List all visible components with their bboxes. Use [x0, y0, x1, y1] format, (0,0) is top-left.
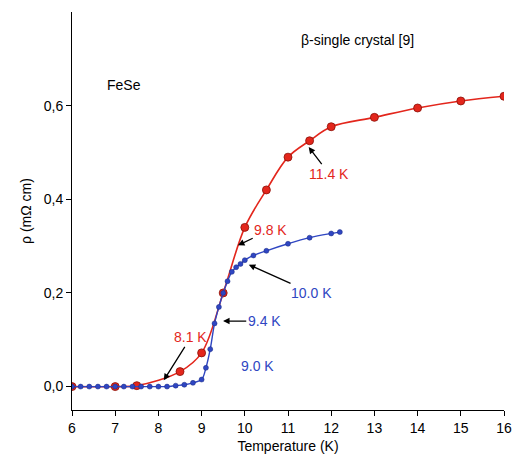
svg-text:6: 6 [68, 420, 76, 436]
svg-text:13: 13 [367, 420, 383, 436]
svg-text:14: 14 [410, 420, 426, 436]
svg-text:10.0 K: 10.0 K [291, 285, 332, 301]
svg-text:16: 16 [496, 420, 512, 436]
svg-text:0,6: 0,6 [44, 98, 64, 114]
svg-text:0,2: 0,2 [44, 285, 64, 301]
svg-text:β-single crystal [9]: β-single crystal [9] [301, 32, 414, 48]
svg-text:12: 12 [323, 420, 339, 436]
svg-text:0,0: 0,0 [44, 378, 64, 394]
svg-text:Temperature (K): Temperature (K) [237, 438, 338, 454]
svg-text:7: 7 [111, 420, 119, 436]
svg-text:15: 15 [453, 420, 469, 436]
svg-text:FeSe: FeSe [107, 77, 141, 93]
svg-text:9.0 K: 9.0 K [241, 358, 274, 374]
svg-text:9.8 K: 9.8 K [254, 222, 287, 238]
svg-text:ρ (mΩ cm): ρ (mΩ cm) [18, 178, 34, 244]
svg-text:8.1 K: 8.1 K [174, 329, 207, 345]
svg-text:11: 11 [281, 420, 296, 436]
svg-text:9.4 K: 9.4 K [248, 313, 281, 329]
svg-text:8: 8 [155, 420, 163, 436]
svg-text:11.4 K: 11.4 K [309, 166, 349, 182]
svg-text:0,4: 0,4 [44, 191, 64, 207]
svg-text:9: 9 [198, 420, 206, 436]
svg-text:10: 10 [237, 420, 253, 436]
